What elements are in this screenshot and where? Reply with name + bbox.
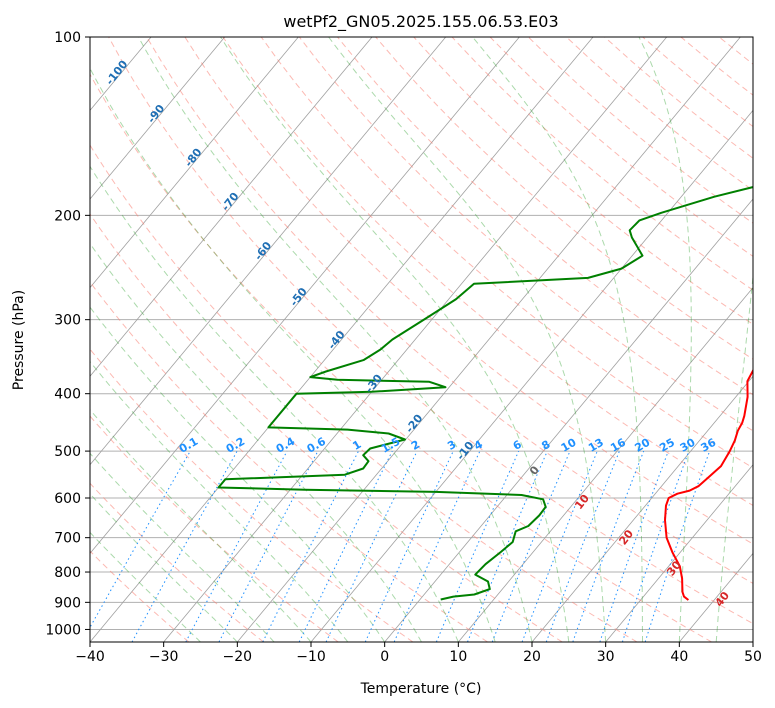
moist-adiabat-line	[472, 37, 643, 642]
dry-adiabat-line	[90, 482, 264, 642]
x-tick-label: −10	[296, 649, 326, 665]
mixing-ratio-line	[325, 450, 418, 642]
y-axis-label: Pressure (hPa)	[11, 290, 27, 390]
dry-adiabat-line	[413, 37, 753, 325]
moist-adiabat-line	[90, 67, 496, 642]
mixing-ratio-line	[185, 450, 288, 642]
x-tick-label: 30	[597, 649, 615, 665]
isotherm-line	[458, 286, 753, 642]
y-tick-label: 600	[54, 491, 81, 507]
x-tick-label: 10	[449, 649, 467, 665]
moist-adiabat-line	[638, 37, 692, 642]
x-axis-label: Temperature (°C)	[360, 681, 482, 697]
isotherm-line	[384, 198, 753, 642]
y-tick-label: 800	[54, 565, 81, 581]
isotherm-line	[163, 37, 668, 642]
mixing-ratio-line	[298, 450, 393, 642]
dry-adiabat-line	[375, 37, 753, 360]
dry-adiabat-line	[337, 37, 753, 396]
x-ticks: −40 −30 −20 −10 0 10 20 30 40 50	[75, 642, 762, 665]
isotherm-line	[90, 37, 594, 642]
x-tick-label: 50	[744, 649, 762, 665]
moist-adiabat-line	[90, 306, 386, 642]
isotherm-line	[605, 464, 753, 642]
x-tick-label: −40	[75, 649, 105, 665]
moist-adiabat-line	[137, 37, 533, 642]
y-tick-label: 200	[54, 208, 81, 224]
mixing-ratio-line	[545, 450, 620, 642]
isotherm-line	[90, 37, 520, 555]
dry-adiabat-line	[90, 550, 190, 642]
mixing-ratio-line	[521, 450, 598, 642]
mixing-ratio-line	[644, 450, 711, 642]
dewpoint-profile-line	[217, 186, 753, 601]
isotherm-line	[90, 37, 447, 466]
mixing-ratio-line	[364, 450, 454, 642]
moist-adiabat-line	[90, 531, 201, 642]
temperature-profile-line	[664, 368, 753, 601]
y-tick-label: 1000	[45, 622, 81, 638]
x-tick-label: 20	[523, 649, 541, 665]
x-tick-label: 0	[380, 649, 389, 665]
y-tick-label: 400	[54, 387, 81, 403]
dry-adiabat-line	[90, 348, 414, 642]
isotherm-line	[237, 37, 741, 642]
dry-adiabat-line	[90, 73, 712, 642]
y-tick-label: 900	[54, 595, 81, 611]
chart-title: wetPf2_GN05.2025.155.06.53.E03	[283, 12, 558, 32]
plot-frame	[89, 36, 754, 643]
x-tick-label: 40	[670, 649, 688, 665]
isotherm-line	[90, 37, 373, 377]
dry-adiabat-line	[90, 144, 638, 642]
profiles	[217, 186, 753, 601]
y-tick-label: 300	[54, 313, 81, 329]
y-tick-label: 500	[54, 444, 81, 460]
isotherm-line	[90, 37, 226, 200]
background-lines	[90, 37, 753, 642]
mixing-ratio-line	[621, 450, 690, 642]
y-tick-label: 100	[54, 30, 81, 46]
y-ticks: 100 200 300 400 500 600 700 800 900 1000	[45, 30, 90, 638]
dry-adiabat-line	[90, 281, 488, 642]
moist-adiabat-line	[90, 360, 349, 642]
moist-adiabat-line	[90, 242, 422, 642]
isotherm-line	[90, 37, 299, 289]
isotherm-line	[531, 375, 753, 642]
x-tick-label: −20	[223, 649, 253, 665]
moist-adiabat-line	[220, 37, 570, 642]
moist-adiabat-line	[90, 165, 459, 642]
x-tick-label: −30	[149, 649, 179, 665]
y-tick-label: 700	[54, 531, 81, 547]
